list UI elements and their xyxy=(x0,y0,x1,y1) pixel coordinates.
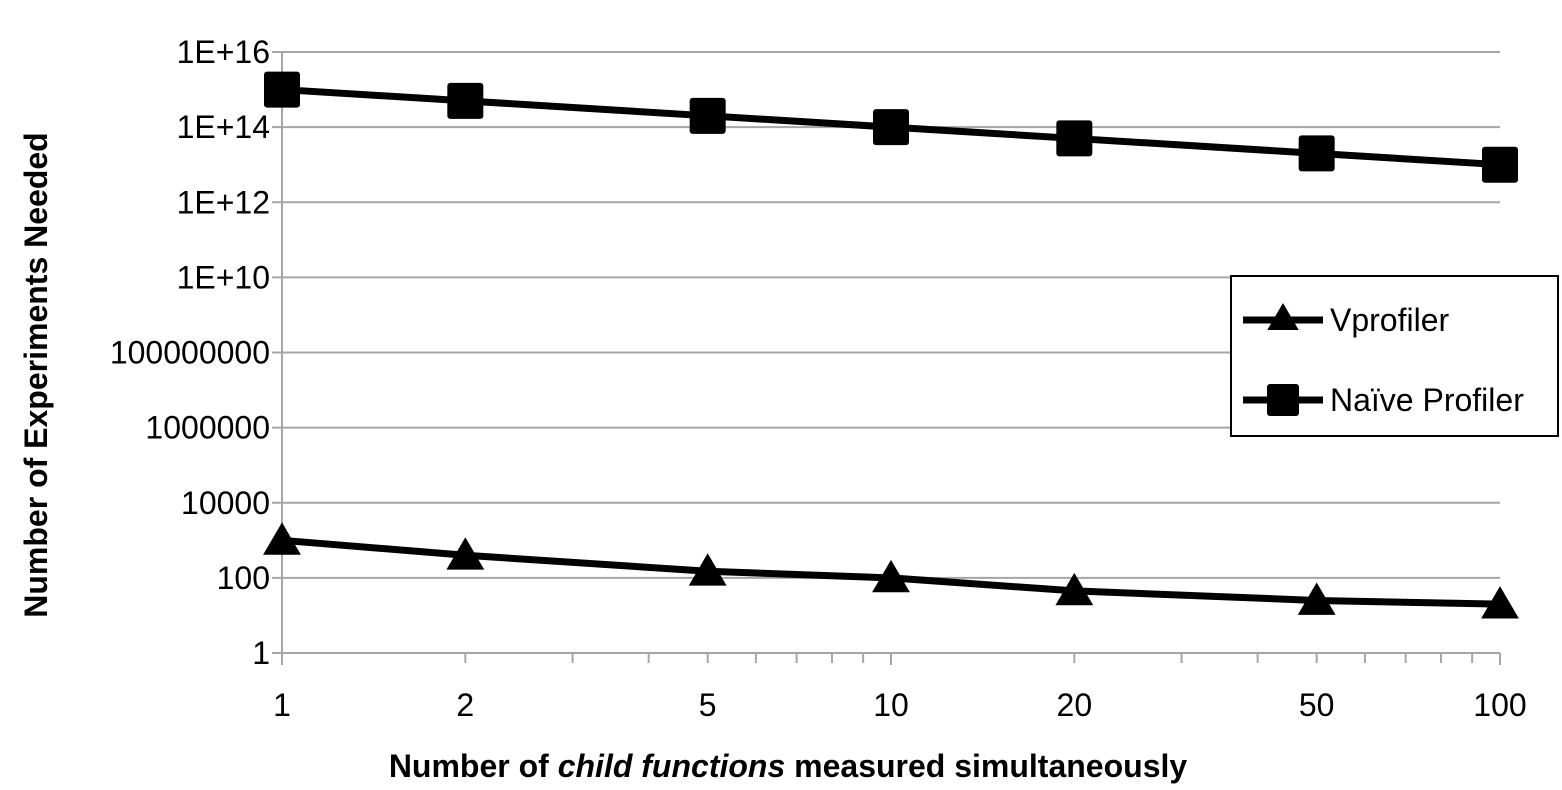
legend: Vprofiler Naïve Profiler xyxy=(1230,275,1559,437)
y-tick-labels: 1 100 10000 1000000 100000000 1E+10 1E+12 1E+14… xyxy=(110,34,270,671)
x-tick-labels: 1 2 5 10 20 50 100 xyxy=(273,687,1527,723)
data-point xyxy=(1481,586,1519,619)
x-tick-label: 100 xyxy=(1473,687,1526,723)
legend-marker xyxy=(1267,303,1299,330)
data-point xyxy=(263,522,301,555)
y-tick-label: 100000000 xyxy=(110,335,270,371)
legend-marker xyxy=(1267,384,1299,416)
data-point xyxy=(446,537,485,570)
x-axis-title: Number of child functions measured simul… xyxy=(389,748,1188,784)
y-tick-label: 1000000 xyxy=(145,410,270,446)
y-tick-label: 1E+16 xyxy=(177,34,270,70)
legend-label: Vprofiler xyxy=(1330,302,1450,338)
data-point xyxy=(1482,146,1518,183)
data-point xyxy=(1297,582,1336,615)
y-tick-label: 1E+12 xyxy=(177,184,270,220)
y-tick-label: 10000 xyxy=(181,485,270,521)
data-point xyxy=(1055,572,1094,606)
x-tick-label: 5 xyxy=(699,687,717,723)
x-axis-title-part: child functions xyxy=(558,748,786,784)
gridlines xyxy=(282,51,1500,579)
x-tick-label: 50 xyxy=(1299,687,1335,723)
y-tick-label: 1 xyxy=(252,635,270,671)
y-tick-label: 1E+14 xyxy=(177,109,270,145)
x-tick-label: 10 xyxy=(873,687,909,723)
legend-item: Naïve Profiler xyxy=(1243,382,1524,418)
x-axis-title-part: measured simultaneously xyxy=(785,748,1187,784)
data-point xyxy=(872,559,910,593)
x-tick-label: 20 xyxy=(1057,687,1093,723)
y-axis-title: Number of Experiments Needed xyxy=(18,132,54,617)
data-point xyxy=(1298,135,1335,172)
series xyxy=(263,71,1519,619)
data-point xyxy=(689,97,726,134)
x-axis-title-part: Number of xyxy=(389,748,558,784)
series-vprofiler xyxy=(263,522,1519,619)
legend-item: Vprofiler xyxy=(1243,302,1450,338)
x-tick-label: 1 xyxy=(273,687,291,723)
y-tick-label: 100 xyxy=(217,560,270,596)
series-naive-profiler xyxy=(264,71,1518,183)
legend-label: Naïve Profiler xyxy=(1330,382,1524,418)
data-point xyxy=(873,109,909,146)
x-tick-label: 2 xyxy=(456,687,474,723)
data-point xyxy=(688,553,727,586)
data-point xyxy=(264,71,300,108)
data-point xyxy=(447,82,484,119)
data-point xyxy=(1056,120,1093,157)
y-tick-label: 1E+10 xyxy=(177,259,270,295)
